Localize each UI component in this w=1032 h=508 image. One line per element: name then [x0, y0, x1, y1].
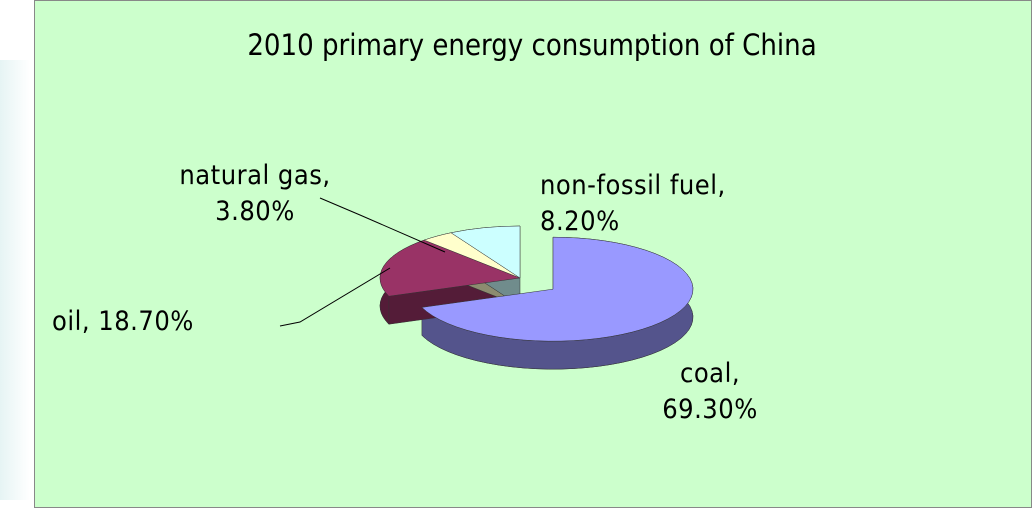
leader-line	[319, 197, 446, 253]
decoration	[0, 60, 30, 500]
data-label: non-fossil fuel, 8.20%	[540, 170, 726, 237]
leader-line	[279, 267, 391, 327]
chart-area	[34, 0, 1032, 508]
data-label: oil, 18.70%	[52, 306, 194, 337]
data-label: natural gas, 3.80%	[179, 160, 331, 227]
slice	[450, 225, 521, 279]
pie	[379, 225, 694, 370]
chart-title: 2010 primary energy consumption of China	[247, 28, 817, 62]
slice	[421, 236, 694, 342]
data-label: coal, 69.30%	[662, 358, 758, 425]
slice	[379, 239, 521, 297]
